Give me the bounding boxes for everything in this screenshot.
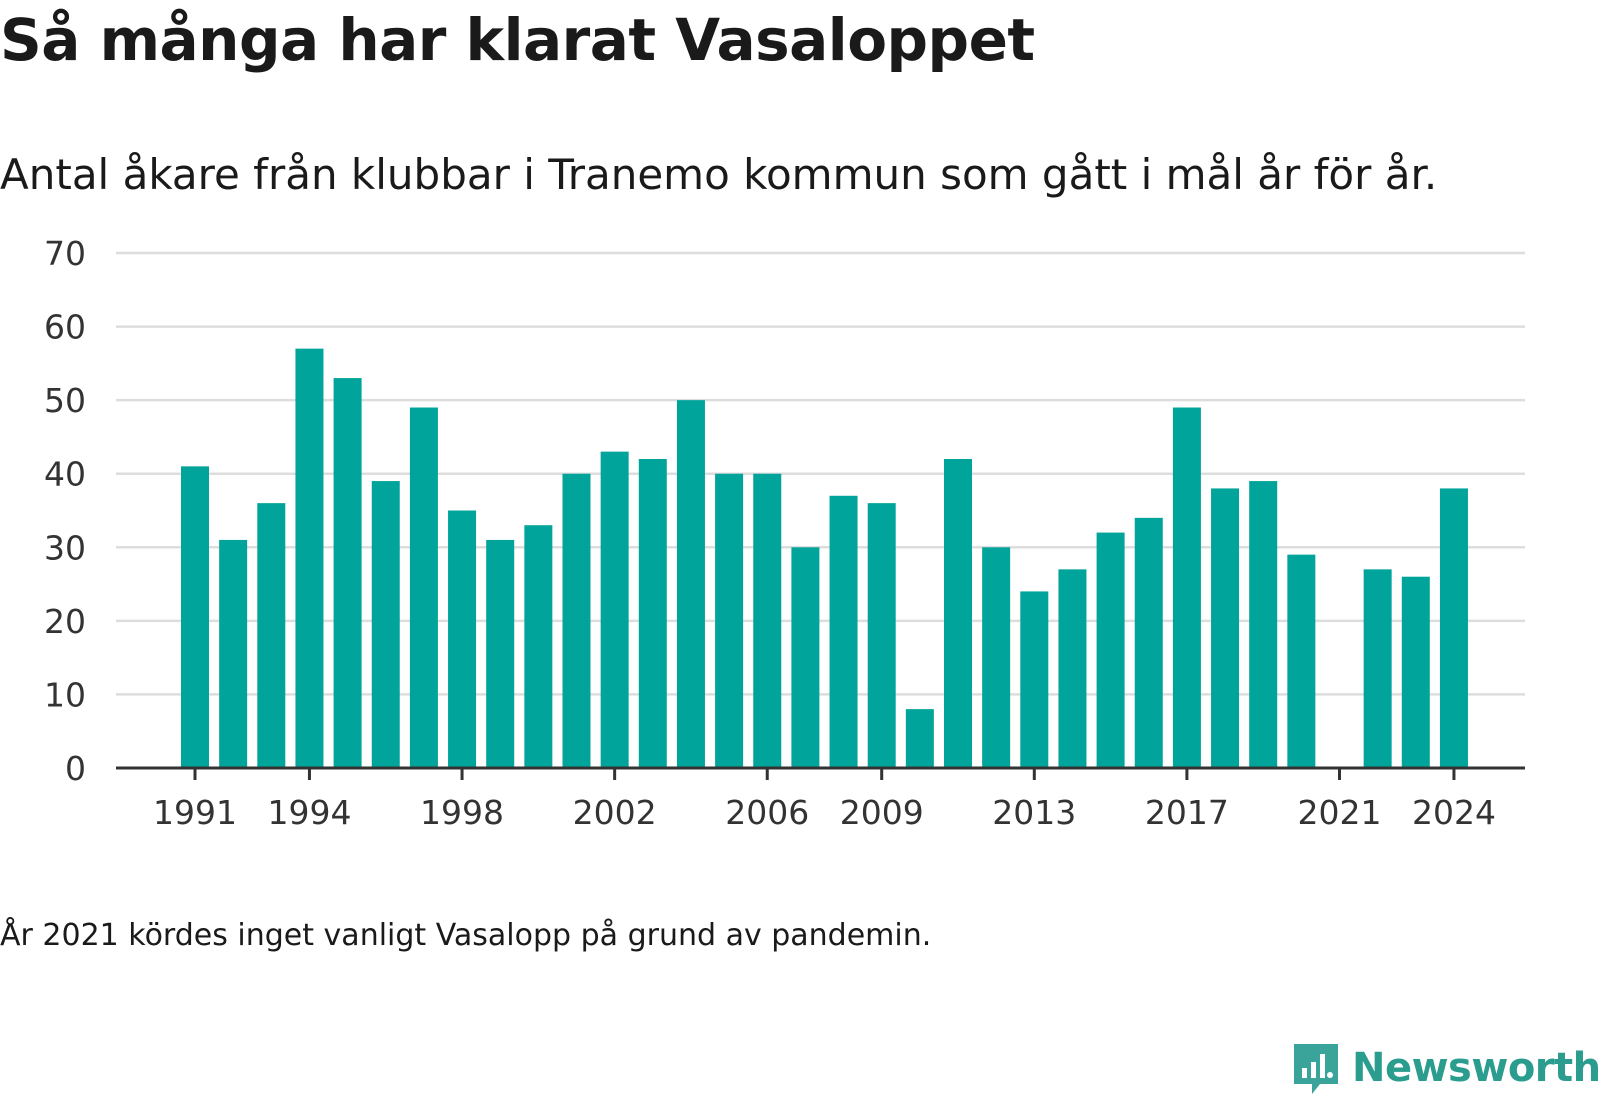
newsworthy-logo-icon xyxy=(1294,1044,1338,1094)
bar xyxy=(676,400,705,768)
y-tick-label: 20 xyxy=(44,602,86,641)
brand-name: Newsworthy xyxy=(1352,1045,1600,1091)
bar xyxy=(944,459,972,768)
bar xyxy=(867,503,896,768)
bar xyxy=(371,481,400,768)
chart-subtitle: Antal åkare från klubbar i Tranemo kommu… xyxy=(0,150,1438,199)
bar xyxy=(1401,576,1430,768)
x-tick-label: 2024 xyxy=(1412,793,1496,832)
bar xyxy=(1287,554,1316,768)
bars xyxy=(181,348,1468,768)
bar xyxy=(448,510,477,768)
bar xyxy=(905,709,934,768)
bar xyxy=(1096,532,1125,768)
bar xyxy=(524,525,553,768)
x-axis: 1991 1994 1998 2002 2006 2009 2013 2017 2021 2024 xyxy=(116,766,1525,832)
bar xyxy=(1249,481,1278,768)
bar xyxy=(181,466,209,768)
y-tick-label: 0 xyxy=(65,749,86,788)
y-tick-label: 10 xyxy=(44,675,86,714)
x-tick-label: 2013 xyxy=(992,793,1076,832)
x-tick-label: 1991 xyxy=(153,793,237,832)
bar xyxy=(257,503,286,768)
bar-chart: 0 10 20 30 40 50 60 70 1991 1994 1998 2002 2006 2009… xyxy=(44,234,1525,832)
bar xyxy=(753,473,782,768)
x-tick-label: 1994 xyxy=(267,793,351,832)
bar xyxy=(715,473,744,768)
bar xyxy=(829,495,858,768)
x-tick-label: 2006 xyxy=(725,793,809,832)
bar xyxy=(1020,591,1049,768)
bar xyxy=(486,539,515,768)
bar xyxy=(791,547,820,768)
y-tick-label: 40 xyxy=(44,455,86,494)
bar xyxy=(982,547,1011,768)
y-axis-labels: 0 10 20 30 40 50 60 70 xyxy=(44,234,86,788)
x-tick-label: 2002 xyxy=(573,793,657,832)
bar xyxy=(295,348,324,768)
bar xyxy=(333,378,362,768)
footnote: År 2021 kördes inget vanligt Vasalopp på… xyxy=(0,918,932,953)
bar xyxy=(1172,407,1201,768)
bar xyxy=(1439,488,1468,768)
bar xyxy=(219,539,248,768)
bar xyxy=(1211,488,1240,768)
y-tick-label: 70 xyxy=(44,234,86,273)
x-tick-label: 2009 xyxy=(840,793,924,832)
brand-logo: Newsworthy xyxy=(1290,1040,1600,1096)
bar xyxy=(1058,569,1087,768)
bar xyxy=(1134,517,1163,768)
bar xyxy=(600,451,629,768)
bar xyxy=(1363,569,1392,768)
y-tick-label: 30 xyxy=(44,528,86,567)
x-tick-label: 2021 xyxy=(1298,793,1382,832)
y-tick-label: 60 xyxy=(44,308,86,347)
chart-title: Så många har klarat Vasaloppet xyxy=(0,6,1035,74)
x-tick-label: 1998 xyxy=(420,793,504,832)
x-tick-label: 2017 xyxy=(1145,793,1229,832)
y-tick-label: 50 xyxy=(44,381,86,420)
bar xyxy=(638,459,667,768)
bar xyxy=(562,473,591,768)
bar xyxy=(409,407,438,768)
